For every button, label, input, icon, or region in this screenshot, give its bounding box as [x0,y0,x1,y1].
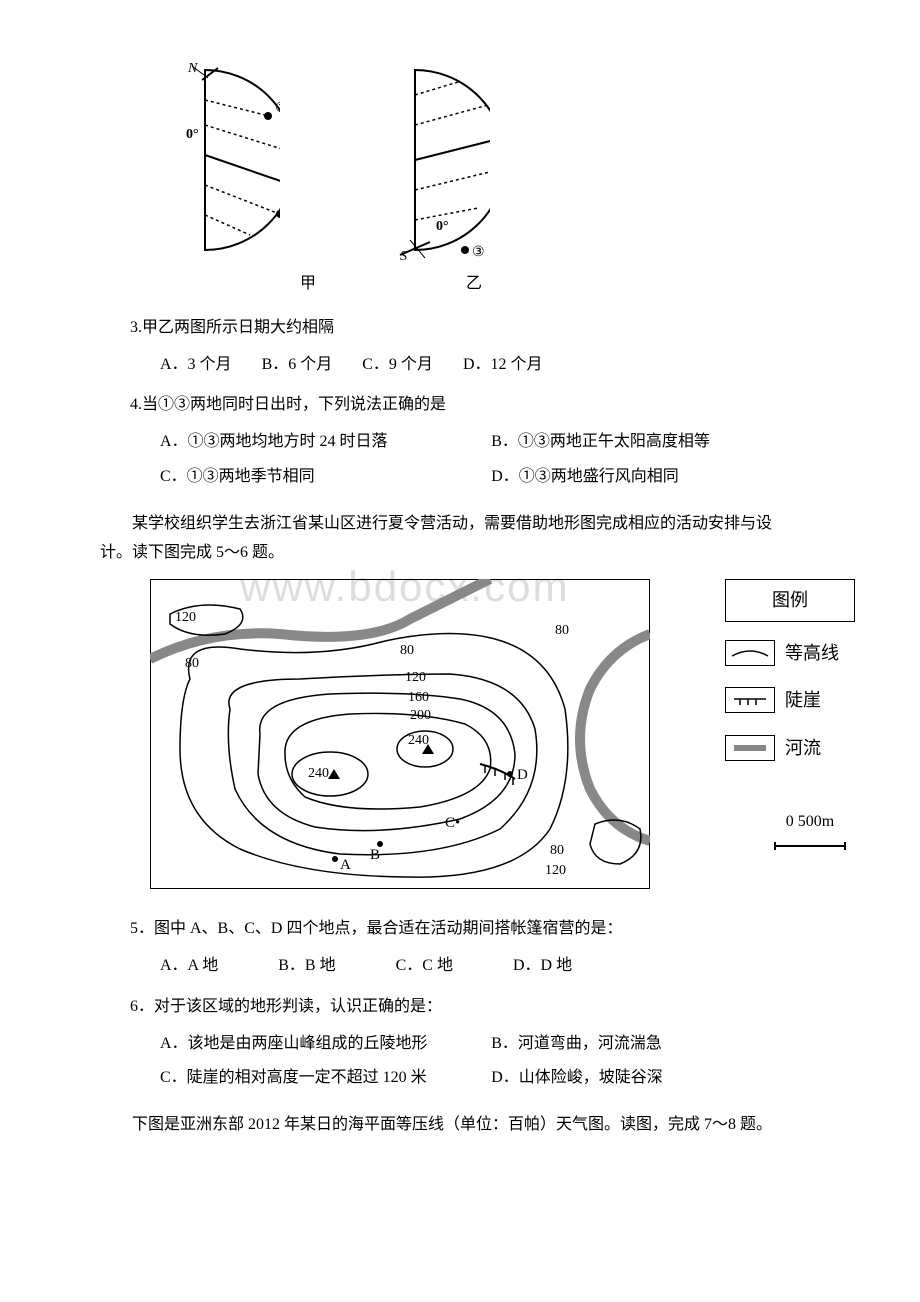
q6-opt-d: D．山体险峻，坡陡谷深 [491,1064,822,1093]
contour-label: 80 [400,643,414,658]
point-d: D [517,767,528,783]
caption-yi: 乙 [466,270,482,299]
question-6-options: A．该地是由两座山峰组成的丘陵地形 B．河道弯曲，河流湍急 C．陡崖的相对高度一… [160,1030,850,1100]
caption-jia: 甲 [300,270,316,299]
legend-contour-label: 等高线 [785,637,839,669]
point-1: ① [275,101,280,116]
passage-1: 某学校组织学生去浙江省某山区进行夏令营活动，需要借助地形图完成相应的活动安排与设… [100,510,780,568]
legend-title: 图例 [725,579,855,621]
point-3: ③ [472,245,485,260]
q3-opt-d: D．12 个月 [463,351,543,380]
q3-opt-b: B．6 个月 [262,351,333,380]
contour-label: 200 [410,708,431,723]
question-3-options: A．3 个月 B．6 个月 C．9 个月 D．12 个月 [160,351,850,380]
hemisphere-diagrams: N 0° ① ② S 0° ③ [130,60,850,260]
q4-opt-a: A．①③两地均地方时 24 时日落 [160,428,491,457]
question-4-options: A．①③两地均地方时 24 时日落 B．①③两地正午太阳高度相等 C．①③两地季… [160,428,850,498]
legend-cliff: 陡崖 [725,684,855,716]
legend-river: 河流 [725,732,855,764]
hemisphere-right: S 0° ③ [340,60,490,260]
legend-cliff-label: 陡崖 [785,684,821,716]
map-legend: 图例 等高线 陡崖 河流 [725,579,855,779]
contour-label: 120 [545,863,566,878]
label-0-left: 0° [186,127,199,142]
hemisphere-left-svg: N 0° ① ② [130,60,280,260]
q5-opt-b: B．B 地 [278,952,335,981]
label-s: S [400,249,407,260]
contour-label: 120 [405,670,426,685]
question-5: 5．图中 A、B、C、D 四个地点，最合适在活动期间搭帐篷宿营的是： [130,915,850,944]
hemisphere-captions: 甲 乙 [300,270,850,299]
contour-label: 120 [175,610,196,625]
legend-contour: 等高线 [725,637,855,669]
question-5-options: A．A 地 B．B 地 C．C 地 D．D 地 [160,952,850,981]
question-6: 6．对于该区域的地形判读，认识正确的是： [130,993,850,1022]
q3-opt-a: A．3 个月 [160,351,232,380]
point-b: B [370,847,380,863]
question-3: 3.甲乙两图所示日期大约相隔 [130,314,850,343]
label-0-right: 0° [436,219,449,234]
hemisphere-right-svg: S 0° ③ [340,60,490,260]
q4-opt-b: B．①③两地正午太阳高度相等 [491,428,822,457]
q6-opt-b: B．河道弯曲，河流湍急 [491,1030,822,1059]
q6-opt-c: C．陡崖的相对高度一定不超过 120 米 [160,1064,491,1093]
contour-label: 240 [308,766,329,781]
contour-label: 80 [550,843,564,858]
label-n: N [187,61,198,76]
contour-label: 80 [555,623,569,638]
scale-text: 0 500m [786,813,834,830]
q3-opt-c: C．9 个月 [362,351,433,380]
topographic-map: www.bdocx.com 120 80 80 120 [150,579,850,900]
contour-label: 80 [185,656,199,671]
q6-opt-a: A．该地是由两座山峰组成的丘陵地形 [160,1030,491,1059]
q5-opt-d: D．D 地 [513,952,572,981]
question-4: 4.当①③两地同时日出时，下列说法正确的是 [130,391,850,420]
point-c: C• [445,815,460,831]
scale-bar: 0 500m [770,808,850,866]
q5-opt-a: A．A 地 [160,952,218,981]
hemisphere-left: N 0° ① ② [130,60,280,260]
contour-label: 160 [408,690,429,705]
legend-river-label: 河流 [785,732,821,764]
q5-opt-c: C．C 地 [396,952,453,981]
passage-2: 下图是亚洲东部 2012 年某日的海平面等压线（单位：百帕）天气图。读图，完成 … [100,1111,780,1140]
topo-map-svg: 120 80 80 120 160 200 240 240 80 80 120 … [150,579,650,889]
contour-label: 240 [408,733,429,748]
q4-opt-d: D．①③两地盛行风向相同 [491,463,822,492]
point-a: A [340,857,351,873]
q4-opt-c: C．①③两地季节相同 [160,463,491,492]
